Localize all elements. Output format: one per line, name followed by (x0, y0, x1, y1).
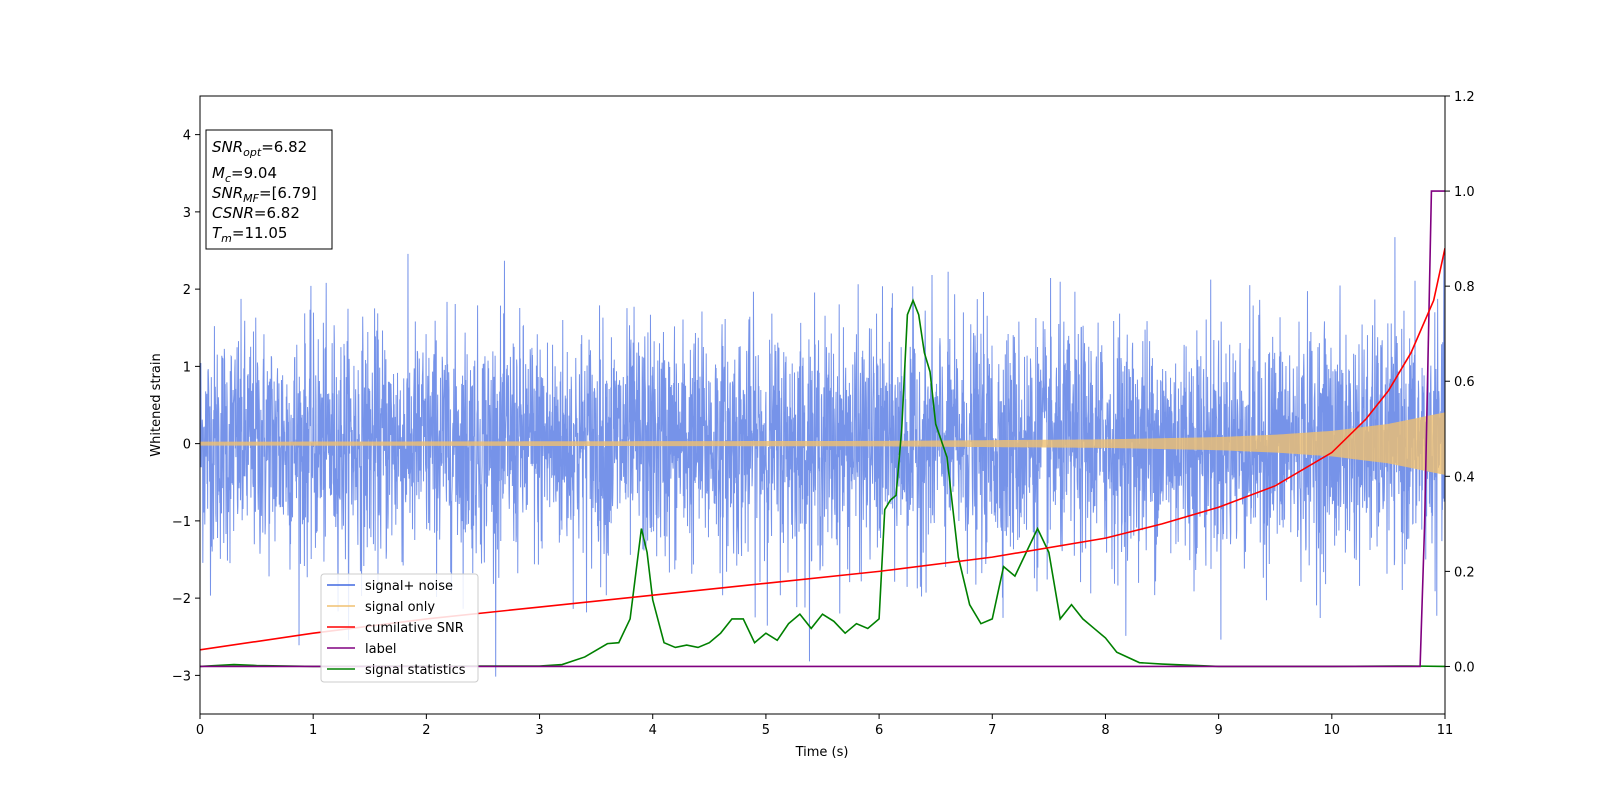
legend-label-cumilative-snr: cumilative SNR (365, 621, 464, 636)
series-line-cumilative-snr (200, 247, 1445, 651)
y-axis-right: 0.0 0.2 0.4 0.6 0.8 1.0 1.2 (1445, 90, 1475, 675)
y-left-tick-label-3: 0 (183, 438, 191, 453)
y-right-tick-label-0: 0.0 (1454, 660, 1475, 675)
series-layer (200, 190, 1445, 677)
legend-label-signal-noise: signal+ noise (365, 579, 453, 594)
x-tick-label-0: 0 (196, 723, 204, 738)
x-tick-label-11: 11 (1437, 723, 1454, 738)
x-tick-label-1: 1 (309, 723, 317, 738)
annotation-snr-opt: SNRopt=6.82 (212, 138, 307, 159)
y-axis-label: Whitened strain (149, 353, 164, 456)
annotation-tm: Tm=11.05 (212, 224, 287, 245)
annotation-snr-mf: SNRMF=[6.79] (212, 184, 317, 205)
y-right-tick-label-5: 1.0 (1454, 185, 1475, 200)
x-tick-label-10: 10 (1324, 723, 1341, 738)
x-tick-label-9: 9 (1214, 723, 1222, 738)
legend-label-signal-statistics: signal statistics (365, 663, 466, 678)
x-tick-label-7: 7 (988, 723, 996, 738)
y-right-tick-label-2: 0.4 (1454, 470, 1475, 485)
x-tick-label-6: 6 (875, 723, 883, 738)
y-right-tick-label-1: 0.2 (1454, 565, 1475, 580)
y-left-tick-label-4: 1 (183, 360, 191, 375)
legend: signal+ noise signal only cumilative SNR… (320, 573, 479, 683)
y-right-tick-label-6: 1.2 (1454, 90, 1475, 105)
y-right-tick-label-4: 0.8 (1454, 280, 1475, 295)
series-line-signal-statistics (200, 298, 1445, 668)
legend-label-label: label (365, 642, 396, 657)
x-tick-label-5: 5 (762, 723, 770, 738)
y-left-tick-label-5: 2 (183, 283, 191, 298)
series-line-label (200, 190, 1445, 668)
x-axis-label: Time (s) (795, 745, 849, 760)
x-tick-label-3: 3 (535, 723, 543, 738)
y-left-tick-label-6: 3 (183, 206, 191, 221)
y-left-tick-label-2: −1 (172, 515, 191, 530)
y-axis-left: −3 −2 −1 0 1 2 3 4 (172, 129, 200, 684)
series-band-signal-only (200, 412, 1445, 475)
y-left-tick-label-0: −3 (172, 669, 191, 684)
annotation-mc: Mc=9.04 (212, 164, 277, 185)
plot-frame (199, 95, 1446, 715)
y-right-tick-label-3: 0.6 (1454, 375, 1475, 390)
annotation-box: SNRopt=6.82 Mc=9.04 SNRMF=[6.79] CSNR=6.… (205, 129, 333, 250)
legend-label-signal-only: signal only (365, 600, 435, 615)
x-axis: 0 1 2 3 4 5 6 7 8 9 10 11 (196, 714, 1453, 738)
y-left-tick-label-1: −2 (172, 592, 191, 607)
x-tick-label-4: 4 (649, 723, 657, 738)
y-left-tick-label-7: 4 (183, 129, 191, 144)
annotation-csnr: CSNR=6.82 (212, 204, 300, 222)
x-tick-label-8: 8 (1101, 723, 1109, 738)
x-tick-label-2: 2 (422, 723, 430, 738)
